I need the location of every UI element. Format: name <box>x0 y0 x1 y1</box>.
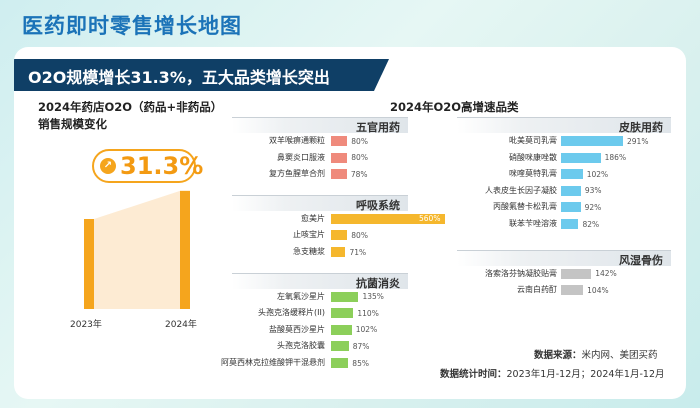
bar <box>331 291 359 302</box>
bar-value-label: 85% <box>352 358 369 368</box>
bar <box>331 341 349 352</box>
group-name: 五官用药 <box>356 121 400 134</box>
group-name: 风湿骨伤 <box>619 253 663 267</box>
bar-label: 愈美片 <box>301 213 325 223</box>
bar-label: 阿莫西林克拉维酸钾干混悬剂 <box>221 358 325 367</box>
headline-text: O2O规模增长31.3%，五大品类增长突出 <box>28 68 330 87</box>
bar-label: 头孢克洛缓释片(II) <box>258 308 325 318</box>
bar-label: 急支糖浆 <box>293 247 325 256</box>
bar-label: 盐酸莫西沙星片 <box>269 324 325 334</box>
bar-value-label: 80% <box>351 153 368 163</box>
bar <box>561 219 579 229</box>
group-name: 呼吸系统 <box>356 198 400 212</box>
growth-badge: ↗ 31.3% <box>92 149 203 183</box>
bar <box>331 358 349 368</box>
bar <box>561 185 581 196</box>
bar <box>331 247 346 257</box>
data-source: 数据来源：米内网、美团买药 <box>534 347 658 361</box>
bar <box>561 152 601 163</box>
arrow-up-icon: ↗ <box>100 158 116 174</box>
bar <box>561 268 592 279</box>
x-tick-label: 2023年 <box>70 320 102 330</box>
bar <box>561 169 583 180</box>
growth-value: 31.3% <box>120 152 204 180</box>
x-tick-label: 2024年 <box>165 320 197 330</box>
group-header: 抗菌消炎 <box>232 272 408 290</box>
data-source-value: 米内网、美团买药 <box>581 350 658 361</box>
bar-value-label: 186% <box>604 153 627 163</box>
bar <box>331 324 352 335</box>
bar-value-label: 110% <box>357 308 379 318</box>
bar-label: 丙酸氟替卡松乳膏 <box>493 202 557 212</box>
right-chart-title: 2024年O2O高增速品类 <box>390 100 519 114</box>
bar-value-label: 92% <box>584 202 602 212</box>
bar-label: 云南白药酊 <box>517 285 557 295</box>
data-source-label: 数据来源： <box>534 350 582 361</box>
bar <box>561 285 584 296</box>
bar <box>331 169 347 180</box>
bar-value-label: 560% <box>419 214 441 224</box>
growth-bar-1 <box>84 219 94 309</box>
bar-value-label: 82% <box>582 219 600 229</box>
bar-label: 鼻窦炎口服液 <box>277 152 325 162</box>
growth-area <box>94 190 180 309</box>
bar-label: 双羊喉痹通颗粒 <box>269 136 325 145</box>
group-name: 皮肤用药 <box>619 121 663 134</box>
bar-label: 硝酸咪康唑散 <box>509 152 557 162</box>
bar-value-label: 104% <box>587 285 609 295</box>
bar <box>331 136 348 146</box>
left-chart-title-line2: 销售规模变化 <box>38 117 107 131</box>
bar-value-label: 71% <box>349 247 367 257</box>
bar-value-label: 87% <box>352 341 370 351</box>
growth-chart <box>84 190 190 309</box>
bar-value-label: 142% <box>595 269 617 279</box>
content-card: O2O规模增长31.3%，五大品类增长突出 2024年药店O2O（药品+非药品）… <box>14 47 686 399</box>
left-chart-title-line1: 2024年药店O2O（药品+非药品） <box>38 100 223 114</box>
bar-label: 咪喹莫特乳膏 <box>509 169 557 179</box>
bar-label: 复方鱼腥草合剂 <box>269 169 325 179</box>
bar-label: 洛索洛芬钠凝胶贴膏 <box>485 268 557 278</box>
page-title: 医药即时零售增长地图 <box>22 14 242 38</box>
bar <box>331 230 348 241</box>
bar-value-label: 80% <box>351 136 368 146</box>
bar <box>331 213 445 224</box>
bar-value-label: 102% <box>586 169 609 179</box>
group-header: 皮肤用药 <box>457 117 671 134</box>
group-name: 抗菌消炎 <box>356 276 400 290</box>
group-header: 呼吸系统 <box>232 194 408 212</box>
bar-label: 止咳宝片 <box>293 230 325 240</box>
bar-value-label: 93% <box>584 186 602 196</box>
bar <box>331 152 348 163</box>
bar-label: 吡美莫司乳膏 <box>509 136 557 145</box>
bar <box>331 308 354 319</box>
headline-banner: O2O规模增长31.3%，五大品类增长突出 <box>14 59 389 91</box>
data-period: 数据统计时间：2023年1月-12月；2024年1月-12月 <box>440 366 665 380</box>
bar <box>561 202 581 213</box>
group-header: 五官用药 <box>232 117 408 134</box>
bar-label: 头孢克洛胶囊 <box>277 341 325 351</box>
data-period-value: 2023年1月-12月；2024年1月-12月 <box>506 369 665 380</box>
data-period-label: 数据统计时间： <box>440 369 507 380</box>
bar-label: 左氧氟沙星片 <box>277 291 325 301</box>
bar-value-label: 291% <box>627 136 649 146</box>
bar-value-label: 80% <box>351 230 368 240</box>
bar-value-label: 78% <box>350 169 368 179</box>
group-header: 风湿骨伤 <box>457 249 671 267</box>
bar-value-label: 102% <box>355 325 378 335</box>
bar-value-label: 135% <box>362 292 384 302</box>
growth-bar-2 <box>180 190 190 309</box>
bar-label: 联苯苄唑溶液 <box>509 219 557 228</box>
bar <box>561 136 623 146</box>
bar-label: 人表皮生长因子凝胶 <box>485 185 557 195</box>
left-chart-title: 2024年药店O2O（药品+非药品） 销售规模变化 <box>38 99 238 133</box>
